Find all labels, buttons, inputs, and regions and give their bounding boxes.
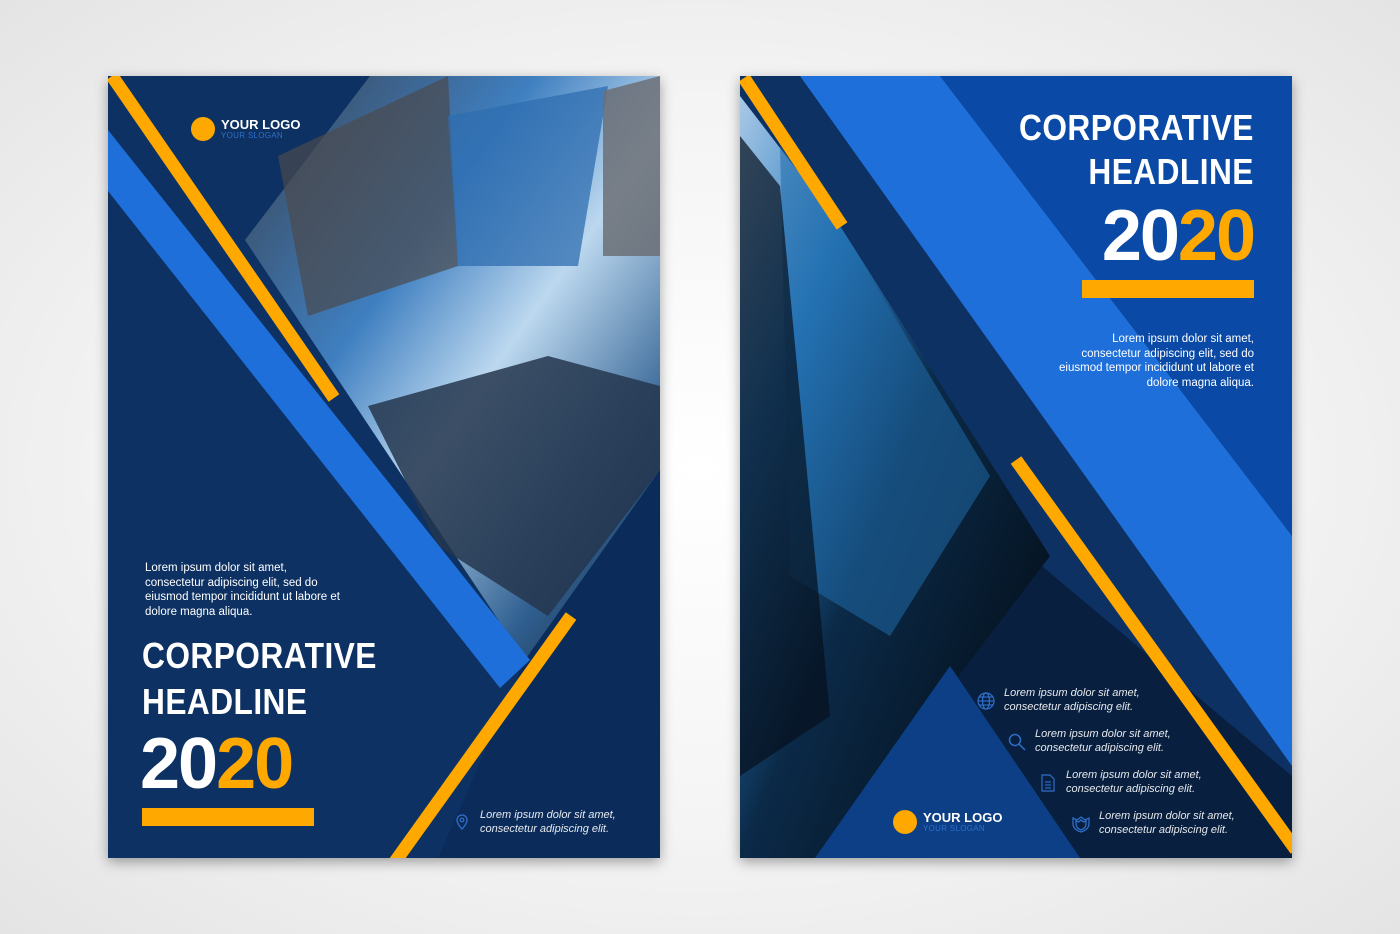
tower-shape [740, 136, 830, 776]
flyer-front: YOUR LOGO YOUR SLOGAN Lorem ipsum dolor … [108, 76, 660, 858]
info-item: Lorem ipsum dolor sit amet, consectetur … [1071, 810, 1249, 837]
headline-line-2: HEADLINE [142, 681, 308, 722]
flyer-front-graphics [108, 76, 660, 858]
orange-stripe [740, 76, 848, 230]
year-orange: 20 [216, 724, 294, 804]
info-text: Lorem ipsum dolor sit amet, consectetur … [480, 809, 616, 835]
flyer-back-graphics [740, 76, 1292, 858]
year: 2020 [987, 200, 1256, 272]
dark-region [950, 556, 1292, 858]
headline-line-1: CORPORATIVE [142, 635, 377, 676]
year: 2020 [140, 728, 294, 800]
info-item: Lorem ipsum dolor sit amet, consectetur … [1038, 769, 1216, 796]
flyer-back: CORPORATIVE HEADLINE 2020 Lorem ipsum do… [740, 76, 1292, 858]
info-text: Lorem ipsum dolor sit amet, consectetur … [1099, 810, 1235, 836]
globe-icon [977, 691, 995, 710]
year-orange: 20 [1177, 196, 1256, 276]
logo-slogan: YOUR SLOGAN [221, 131, 283, 140]
logo-slogan: YOUR SLOGAN [923, 824, 985, 833]
orange-bar [142, 808, 314, 826]
info-text: Lorem ipsum dolor sit amet, consectetur … [1035, 728, 1171, 754]
info-item: Lorem ipsum dolor sit amet, consectetur … [452, 809, 630, 836]
headline-block: CORPORATIVE HEADLINE 2020 [987, 106, 1256, 272]
logo-mark [893, 810, 917, 834]
glass-facade [780, 146, 990, 636]
year-white: 20 [140, 724, 218, 804]
tower-shape [603, 76, 660, 256]
logo-name: YOUR LOGO [923, 810, 1003, 825]
orange-stripe [108, 76, 340, 402]
building-shape [278, 76, 458, 316]
info-text: Lorem ipsum dolor sit amet, consectetur … [1066, 769, 1202, 795]
dark-triangle [438, 470, 660, 858]
building-shape [368, 356, 660, 616]
blue-band [800, 76, 1292, 766]
orange-bar [1082, 280, 1254, 298]
headline-line-2: HEADLINE [1088, 151, 1254, 192]
logo-name: YOUR LOGO [221, 117, 301, 132]
blue-triangle [815, 666, 1080, 858]
orange-stripe [1010, 456, 1292, 854]
logo: YOUR LOGO YOUR SLOGAN [893, 810, 1002, 834]
blue-band [108, 130, 530, 688]
shield-icon [1072, 815, 1090, 833]
body-paragraph: Lorem ipsum dolor sit amet, consectetur … [1059, 333, 1254, 389]
headline-line-1: CORPORATIVE [1019, 107, 1254, 148]
document-icon [1041, 773, 1055, 792]
glass-facade [448, 86, 608, 266]
search-icon [1008, 733, 1026, 751]
year-white: 20 [1101, 196, 1180, 276]
logo-mark [191, 117, 215, 141]
logo: YOUR LOGO YOUR SLOGAN [191, 117, 300, 141]
location-pin-icon [456, 813, 468, 830]
info-text: Lorem ipsum dolor sit amet, consectetur … [1004, 687, 1140, 713]
body-paragraph: Lorem ipsum dolor sit amet, consectetur … [145, 562, 340, 618]
info-item: Lorem ipsum dolor sit amet, consectetur … [976, 687, 1154, 714]
orange-stripe [389, 612, 577, 858]
info-item: Lorem ipsum dolor sit amet, consectetur … [1007, 728, 1185, 755]
